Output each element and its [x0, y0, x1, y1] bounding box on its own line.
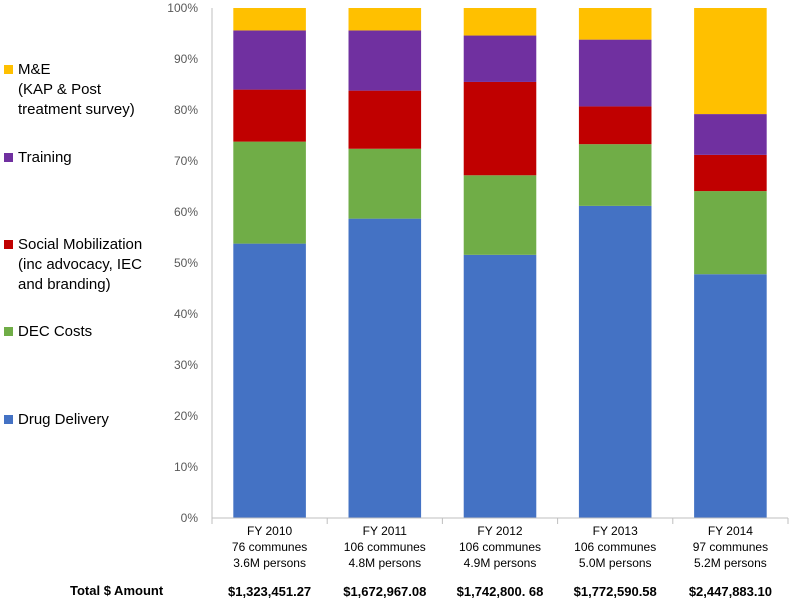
y-tick-label: 20% [174, 409, 198, 423]
bar-segment [348, 8, 422, 31]
legend-label-me-1: M&E [18, 61, 51, 78]
legend-label-social-2: (inc advocacy, IEC [18, 256, 142, 273]
bar-segment [694, 274, 767, 518]
legend-label-me-3: treatment survey) [18, 101, 135, 118]
y-tick-label: 70% [174, 154, 198, 168]
bar-segment [694, 114, 767, 155]
legend-label-me-2: (KAP & Post [18, 81, 102, 98]
legend-swatch-training [4, 153, 13, 162]
y-tick-label: 40% [174, 307, 198, 321]
y-tick-label: 60% [174, 205, 198, 219]
y-tick-label: 10% [174, 460, 198, 474]
bar-segment [694, 191, 767, 275]
bar-segment [578, 205, 652, 518]
x-tick-label: 3.6M persons [233, 556, 306, 570]
bar-segment [578, 144, 652, 206]
bar-segment [463, 8, 537, 36]
x-tick-label: 5.0M persons [579, 556, 652, 570]
legend-label-drug: Drug Delivery [18, 411, 109, 428]
bar-segment [694, 154, 767, 192]
total-amount-value: $1,742,800. 68 [457, 584, 544, 599]
total-amount-value: $1,772,590.58 [574, 584, 657, 599]
x-tick-label: 76 communes [232, 540, 307, 554]
x-tick-label: 4.8M persons [348, 556, 421, 570]
legend-swatch-dec [4, 327, 13, 336]
legend-label-dec: DEC Costs [18, 323, 93, 340]
legend-label-social-1: Social Mobilization [18, 236, 143, 253]
y-tick-label: 30% [174, 358, 198, 372]
x-tick-label: 97 communes [693, 540, 768, 554]
legend-swatch-me [4, 65, 13, 74]
bar-segment [233, 8, 306, 31]
bar-segment [233, 243, 306, 518]
bar-segment [578, 39, 652, 107]
bar-segment [578, 106, 652, 145]
y-tick-label: 80% [174, 103, 198, 117]
y-tick-label: 100% [167, 1, 198, 15]
x-tick-label: 5.2M persons [694, 556, 767, 570]
y-tick-label: 90% [174, 52, 198, 66]
x-tick-label: FY 2010 [247, 524, 292, 538]
x-tick-label: 106 communes [574, 540, 656, 554]
bar-segment [348, 90, 422, 149]
bar-segment [463, 175, 537, 255]
legend-label-training: Training [18, 149, 72, 166]
bar-segment [233, 30, 306, 90]
total-amount-value: $1,672,967.08 [343, 584, 426, 599]
y-tick-label: 0% [181, 511, 199, 525]
x-tick-label: 106 communes [459, 540, 541, 554]
bar-segment [463, 35, 537, 82]
bar-segment [578, 8, 652, 40]
legend-swatch-drug [4, 415, 13, 424]
bar-segment [463, 81, 537, 176]
bar-segment [233, 141, 306, 244]
x-tick-label: FY 2012 [477, 524, 522, 538]
legend-swatch-social [4, 240, 13, 249]
x-tick-label: 106 communes [344, 540, 426, 554]
x-tick-label: FY 2013 [593, 524, 638, 538]
x-tick-label: FY 2011 [363, 524, 408, 538]
legend-label-social-3: and branding) [18, 276, 111, 293]
bar-segment [348, 218, 422, 518]
total-amount-label: Total $ Amount [70, 583, 164, 598]
bar-segment [233, 89, 306, 142]
bar-segment [694, 8, 767, 115]
x-tick-label: 4.9M persons [464, 556, 537, 570]
bar-segment [463, 254, 537, 518]
x-tick-label: FY 2014 [708, 524, 753, 538]
bar-segment [348, 30, 422, 91]
y-tick-label: 50% [174, 256, 198, 270]
bar-segment [348, 148, 422, 219]
total-amount-value: $1,323,451.27 [228, 584, 311, 599]
total-amount-value: $2,447,883.10 [689, 584, 772, 599]
